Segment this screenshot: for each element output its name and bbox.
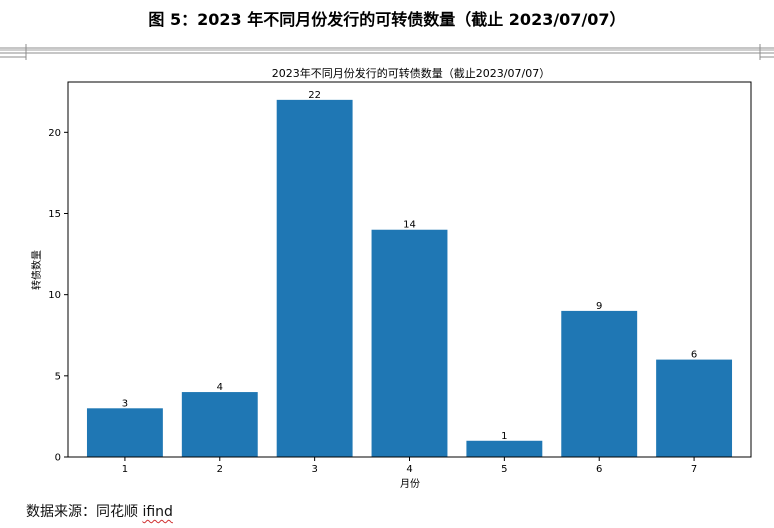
x-tick-label: 2 <box>217 464 223 475</box>
x-tick-label: 6 <box>596 464 602 475</box>
page-divider <box>0 44 774 60</box>
x-tick-label: 4 <box>406 464 412 475</box>
y-axis: 0 5 10 15 20 <box>48 128 68 464</box>
chart-container: 2023年不同月份发行的可转债数量（截止2023/07/07） 3 4 22 14 1 9… <box>0 60 774 500</box>
bar-month-2 <box>181 392 258 457</box>
data-label-month-4: 14 <box>403 220 416 231</box>
bar-month-5 <box>466 440 543 457</box>
source-label: 数据来源：同花顺 <box>26 504 143 520</box>
data-label-month-2: 4 <box>217 382 223 393</box>
y-tick-label: 5 <box>55 371 61 382</box>
x-tick-label: 3 <box>311 464 317 475</box>
chart-title: 2023年不同月份发行的可转债数量（截止2023/07/07） <box>272 66 550 80</box>
source-name: ifind <box>142 504 173 520</box>
bar-month-6 <box>561 310 638 457</box>
bar-month-7 <box>656 359 733 457</box>
x-tick-label: 5 <box>501 464 507 475</box>
bar-month-1 <box>86 408 163 457</box>
data-label-month-1: 3 <box>122 398 128 409</box>
bar-chart: 2023年不同月份发行的可转债数量（截止2023/07/07） 34221419… <box>30 66 752 490</box>
bars-layer <box>86 99 733 457</box>
y-tick-label: 0 <box>55 453 61 464</box>
x-axis-label: 月份 <box>400 478 420 490</box>
x-tick-label: 1 <box>122 464 128 475</box>
x-axis: 1 2 3 4 5 6 7 <box>122 457 697 475</box>
data-label-month-7: 6 <box>691 350 697 361</box>
data-labels-layer: 3 4 22 14 1 9 6 <box>122 90 698 442</box>
x-tick-label: 7 <box>691 464 697 475</box>
y-tick-label: 20 <box>48 128 61 139</box>
y-tick-label: 15 <box>48 209 61 220</box>
data-label-month-6: 9 <box>596 301 602 312</box>
data-label-month-3: 22 <box>308 90 321 101</box>
source-note: 数据来源：同花顺 ifind <box>26 501 173 521</box>
y-tick-label: 10 <box>48 290 61 301</box>
bar-month-3 <box>276 99 353 457</box>
figure-caption: 图 5：2023 年不同月份发行的可转债数量（截止 2023/07/07） <box>148 10 626 29</box>
bar-month-4 <box>371 229 448 457</box>
data-label-month-5: 1 <box>501 431 507 442</box>
y-axis-label: 转债数量 <box>30 250 43 290</box>
